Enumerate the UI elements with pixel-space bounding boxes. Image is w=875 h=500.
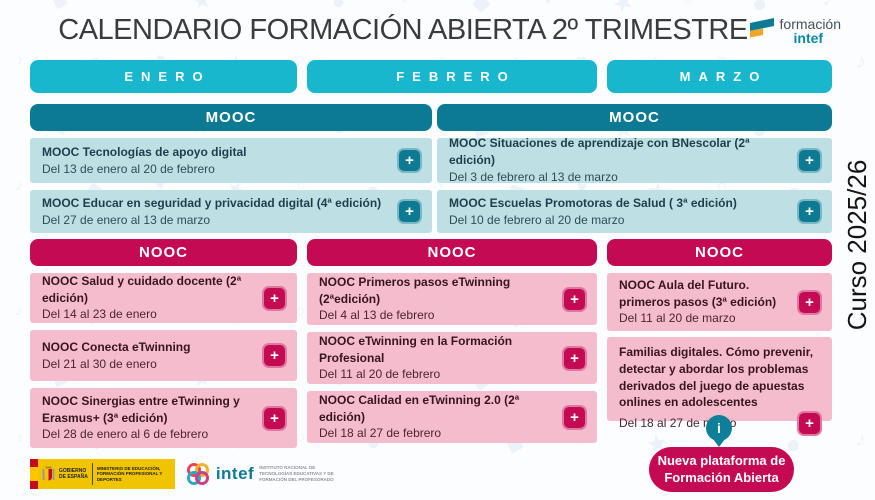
nooc-section-header-middle: NOOC bbox=[307, 239, 597, 266]
course-card: NOOC Calidad en eTwinning 2.0 (2ª edició… bbox=[307, 391, 597, 443]
expand-button[interactable]: + bbox=[797, 289, 822, 315]
intef-logo: intef INSTITUTO NACIONAL DE TECNOLOGÍAS … bbox=[185, 461, 339, 487]
course-dates: Del 10 de febrero al 20 de marzo bbox=[449, 212, 625, 227]
coat-of-arms-icon bbox=[42, 466, 55, 481]
expand-button[interactable]: + bbox=[797, 199, 822, 224]
course-title: NOOC Aula del Futuro. primeros pasos (3ª… bbox=[619, 277, 777, 309]
course-dates: Del 3 de febrero al 13 de marzo bbox=[449, 169, 618, 184]
nueva-plataforma-button[interactable]: Nueva plataforma de Formación Abierta bbox=[649, 447, 794, 492]
intef-knot-icon bbox=[186, 463, 209, 485]
course-card: NOOC Aula del Futuro. primeros pasos (3ª… bbox=[607, 273, 832, 331]
course-card: MOOC Situaciones de aprendizaje con BNes… bbox=[437, 136, 832, 184]
mooc-section-header-right: MOOC bbox=[437, 104, 832, 131]
logo-divider bbox=[91, 463, 93, 485]
nooc-section-header-left: NOOC bbox=[30, 239, 297, 266]
brand-intef-label: intef bbox=[793, 29, 824, 46]
course-dates: Del 28 de enero al 6 de febrero bbox=[42, 427, 209, 442]
course-dates: Del 13 de enero al 20 de febrero bbox=[42, 161, 215, 176]
month-header-febrero: FEBRERO bbox=[307, 60, 597, 93]
course-title: MOOC Tecnologías de apoyo digital bbox=[42, 144, 247, 159]
course-dates: Del 27 de enero al 13 de marzo bbox=[42, 212, 211, 227]
expand-button[interactable]: + bbox=[262, 285, 287, 311]
info-pin-icon[interactable]: i bbox=[706, 415, 732, 447]
formacion-intef-logo: formación intef bbox=[749, 16, 841, 46]
course-card: NOOC Sinergias entre eTwinning y Erasmus… bbox=[30, 388, 297, 448]
month-header-marzo: MARZO bbox=[607, 60, 832, 93]
formacion-flag-icon bbox=[749, 18, 774, 38]
course-card: NOOC Conecta eTwinning Del 21 al 30 de e… bbox=[30, 330, 297, 381]
expand-button[interactable]: + bbox=[262, 343, 287, 368]
course-title: NOOC Conecta eTwinning bbox=[42, 339, 191, 354]
ministerio-label: MINISTERIO DE EDUCACIÓN, FORMACIÓN PROFE… bbox=[96, 465, 163, 482]
course-title: NOOC Salud y cuidado docente (2ª edición… bbox=[42, 273, 242, 305]
course-card: MOOC Tecnologías de apoyo digital Del 13… bbox=[30, 138, 432, 183]
course-title: NOOC eTwinning en la Formación Profesion… bbox=[319, 333, 513, 365]
course-title: MOOC Situaciones de aprendizaje con BNes… bbox=[449, 136, 750, 168]
brand-formacion-label: formación bbox=[779, 16, 841, 32]
page-title: CALENDARIO FORMACIÓN ABIERTA 2º TRIMESTR… bbox=[58, 14, 748, 46]
mooc-section-header-left: MOOC bbox=[30, 104, 432, 131]
course-year-label: Curso 2025/26 bbox=[842, 159, 872, 331]
course-title: Familias digitales. Cómo prevenir, detec… bbox=[619, 345, 814, 410]
course-title: NOOC Primeros pasos eTwinning (2ªedición… bbox=[319, 274, 511, 306]
course-dates: Del 11 al 20 de marzo bbox=[619, 311, 736, 326]
info-icon: i bbox=[706, 415, 732, 441]
course-card: NOOC Primeros pasos eTwinning (2ªedición… bbox=[307, 273, 597, 325]
course-title: NOOC Sinergias entre eTwinning y Erasmus… bbox=[42, 393, 240, 425]
course-card: NOOC eTwinning en la Formación Profesion… bbox=[307, 332, 597, 384]
intef-name-label: intef bbox=[215, 464, 255, 483]
course-dates: Del 14 al 23 de enero bbox=[42, 307, 157, 322]
footer-logos: GOBIERNO DE ESPAÑA MINISTERIO DE EDUCACI… bbox=[30, 458, 339, 490]
course-title: MOOC Escuelas Promotoras de Salud ( 3ª e… bbox=[449, 195, 737, 210]
expand-button[interactable]: + bbox=[562, 404, 587, 430]
course-dates: Del 18 al 27 de febrero bbox=[319, 426, 442, 441]
expand-button[interactable]: + bbox=[797, 148, 822, 173]
pin-tail bbox=[713, 439, 725, 447]
course-dates: Del 4 al 13 de febrero bbox=[319, 308, 435, 323]
gobierno-label: GOBIERNO DE ESPAÑA bbox=[59, 468, 88, 480]
expand-button[interactable]: + bbox=[397, 148, 422, 173]
spain-flag-icon bbox=[30, 459, 38, 489]
expand-button[interactable]: + bbox=[262, 405, 287, 431]
expand-button[interactable]: + bbox=[397, 199, 422, 224]
course-title: MOOC Educar en seguridad y privacidad di… bbox=[42, 195, 382, 210]
course-card: Familias digitales. Cómo prevenir, detec… bbox=[607, 337, 832, 437]
cta-line2: Formación Abierta bbox=[664, 469, 779, 485]
course-card: MOOC Escuelas Promotoras de Salud ( 3ª e… bbox=[437, 190, 832, 233]
gobierno-espana-logo: GOBIERNO DE ESPAÑA MINISTERIO DE EDUCACI… bbox=[30, 459, 175, 489]
cta-line1: Nueva plataforma de bbox=[657, 452, 786, 468]
month-header-enero: ENERO bbox=[30, 60, 297, 93]
course-dates: Del 21 al 30 de enero bbox=[42, 356, 157, 371]
nooc-section-header-right: NOOC bbox=[607, 239, 832, 266]
expand-button[interactable]: + bbox=[562, 345, 587, 371]
course-card: NOOC Salud y cuidado docente (2ª edición… bbox=[30, 273, 297, 323]
intef-description: INSTITUTO NACIONAL DE TECNOLOGÍAS EDUCAT… bbox=[259, 465, 334, 482]
expand-button[interactable]: + bbox=[797, 411, 822, 437]
course-title: NOOC Calidad en eTwinning 2.0 (2ª edició… bbox=[319, 392, 520, 424]
course-card: MOOC Educar en seguridad y privacidad di… bbox=[30, 190, 432, 233]
expand-button[interactable]: + bbox=[562, 286, 587, 312]
course-dates: Del 11 al 20 de febrero bbox=[319, 367, 441, 382]
